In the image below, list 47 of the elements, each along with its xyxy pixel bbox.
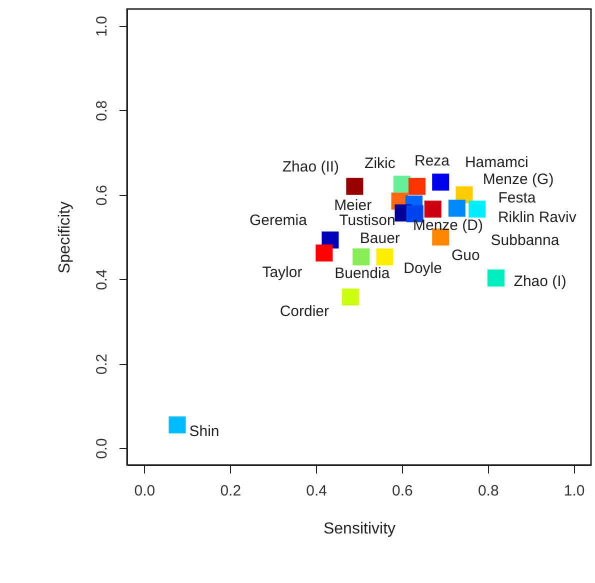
point — [376, 248, 394, 266]
annotation: Doyle — [404, 260, 442, 277]
annotation: Taylor — [262, 264, 302, 282]
annotation: Subbanna — [490, 232, 560, 249]
point — [424, 200, 442, 218]
point — [352, 248, 370, 266]
annotation: Menze (G) — [482, 170, 554, 188]
y-tick-label: 0.0 — [94, 438, 110, 460]
y-axis-title: Specificity — [56, 201, 74, 274]
x-axis-title: Sensitivity — [323, 520, 396, 538]
annotation: Bauer — [360, 230, 400, 248]
x-tick-label: 0.4 — [306, 482, 327, 500]
point — [468, 200, 486, 218]
point — [488, 269, 505, 286]
point — [168, 416, 186, 434]
point — [448, 200, 466, 217]
point — [342, 288, 359, 306]
y-tick-label: 0.6 — [94, 184, 110, 206]
x-tick-label: 0.8 — [478, 482, 499, 500]
point — [346, 178, 364, 195]
y-tick-label: 1.0 — [94, 16, 110, 37]
annotation: Festa — [498, 189, 536, 206]
y-tick-label: 0.2 — [94, 354, 110, 375]
x-tick-label: 0.2 — [220, 482, 242, 500]
x-tick-label: 0.0 — [134, 482, 156, 500]
annotation: Buendia — [334, 264, 390, 282]
annotation: Guo — [451, 247, 480, 264]
annotation: Cordier — [280, 302, 329, 320]
point — [393, 176, 410, 193]
annotation: Zikic — [364, 155, 396, 172]
annotation: Zhao (II) — [282, 158, 340, 176]
annotation: Reza — [414, 152, 450, 170]
point — [432, 174, 450, 191]
x-tick-label: 1.0 — [564, 482, 585, 500]
point — [408, 178, 426, 195]
x-tick-label: 0.6 — [392, 482, 413, 500]
annotation: Geremia — [249, 212, 308, 229]
point — [316, 244, 333, 262]
annotation: Shin — [189, 422, 220, 440]
annotation: Zhao (I) — [514, 272, 566, 290]
y-tick-label: 0.4 — [94, 269, 110, 290]
annotation: Menze (D) — [412, 217, 483, 234]
y-tick-label: 0.8 — [94, 100, 110, 122]
annotation: Meier — [334, 197, 372, 214]
annotation: Hamamci — [464, 154, 528, 172]
annotation: Riklin Raviv — [498, 209, 577, 226]
annotation: Tustison — [339, 212, 396, 229]
